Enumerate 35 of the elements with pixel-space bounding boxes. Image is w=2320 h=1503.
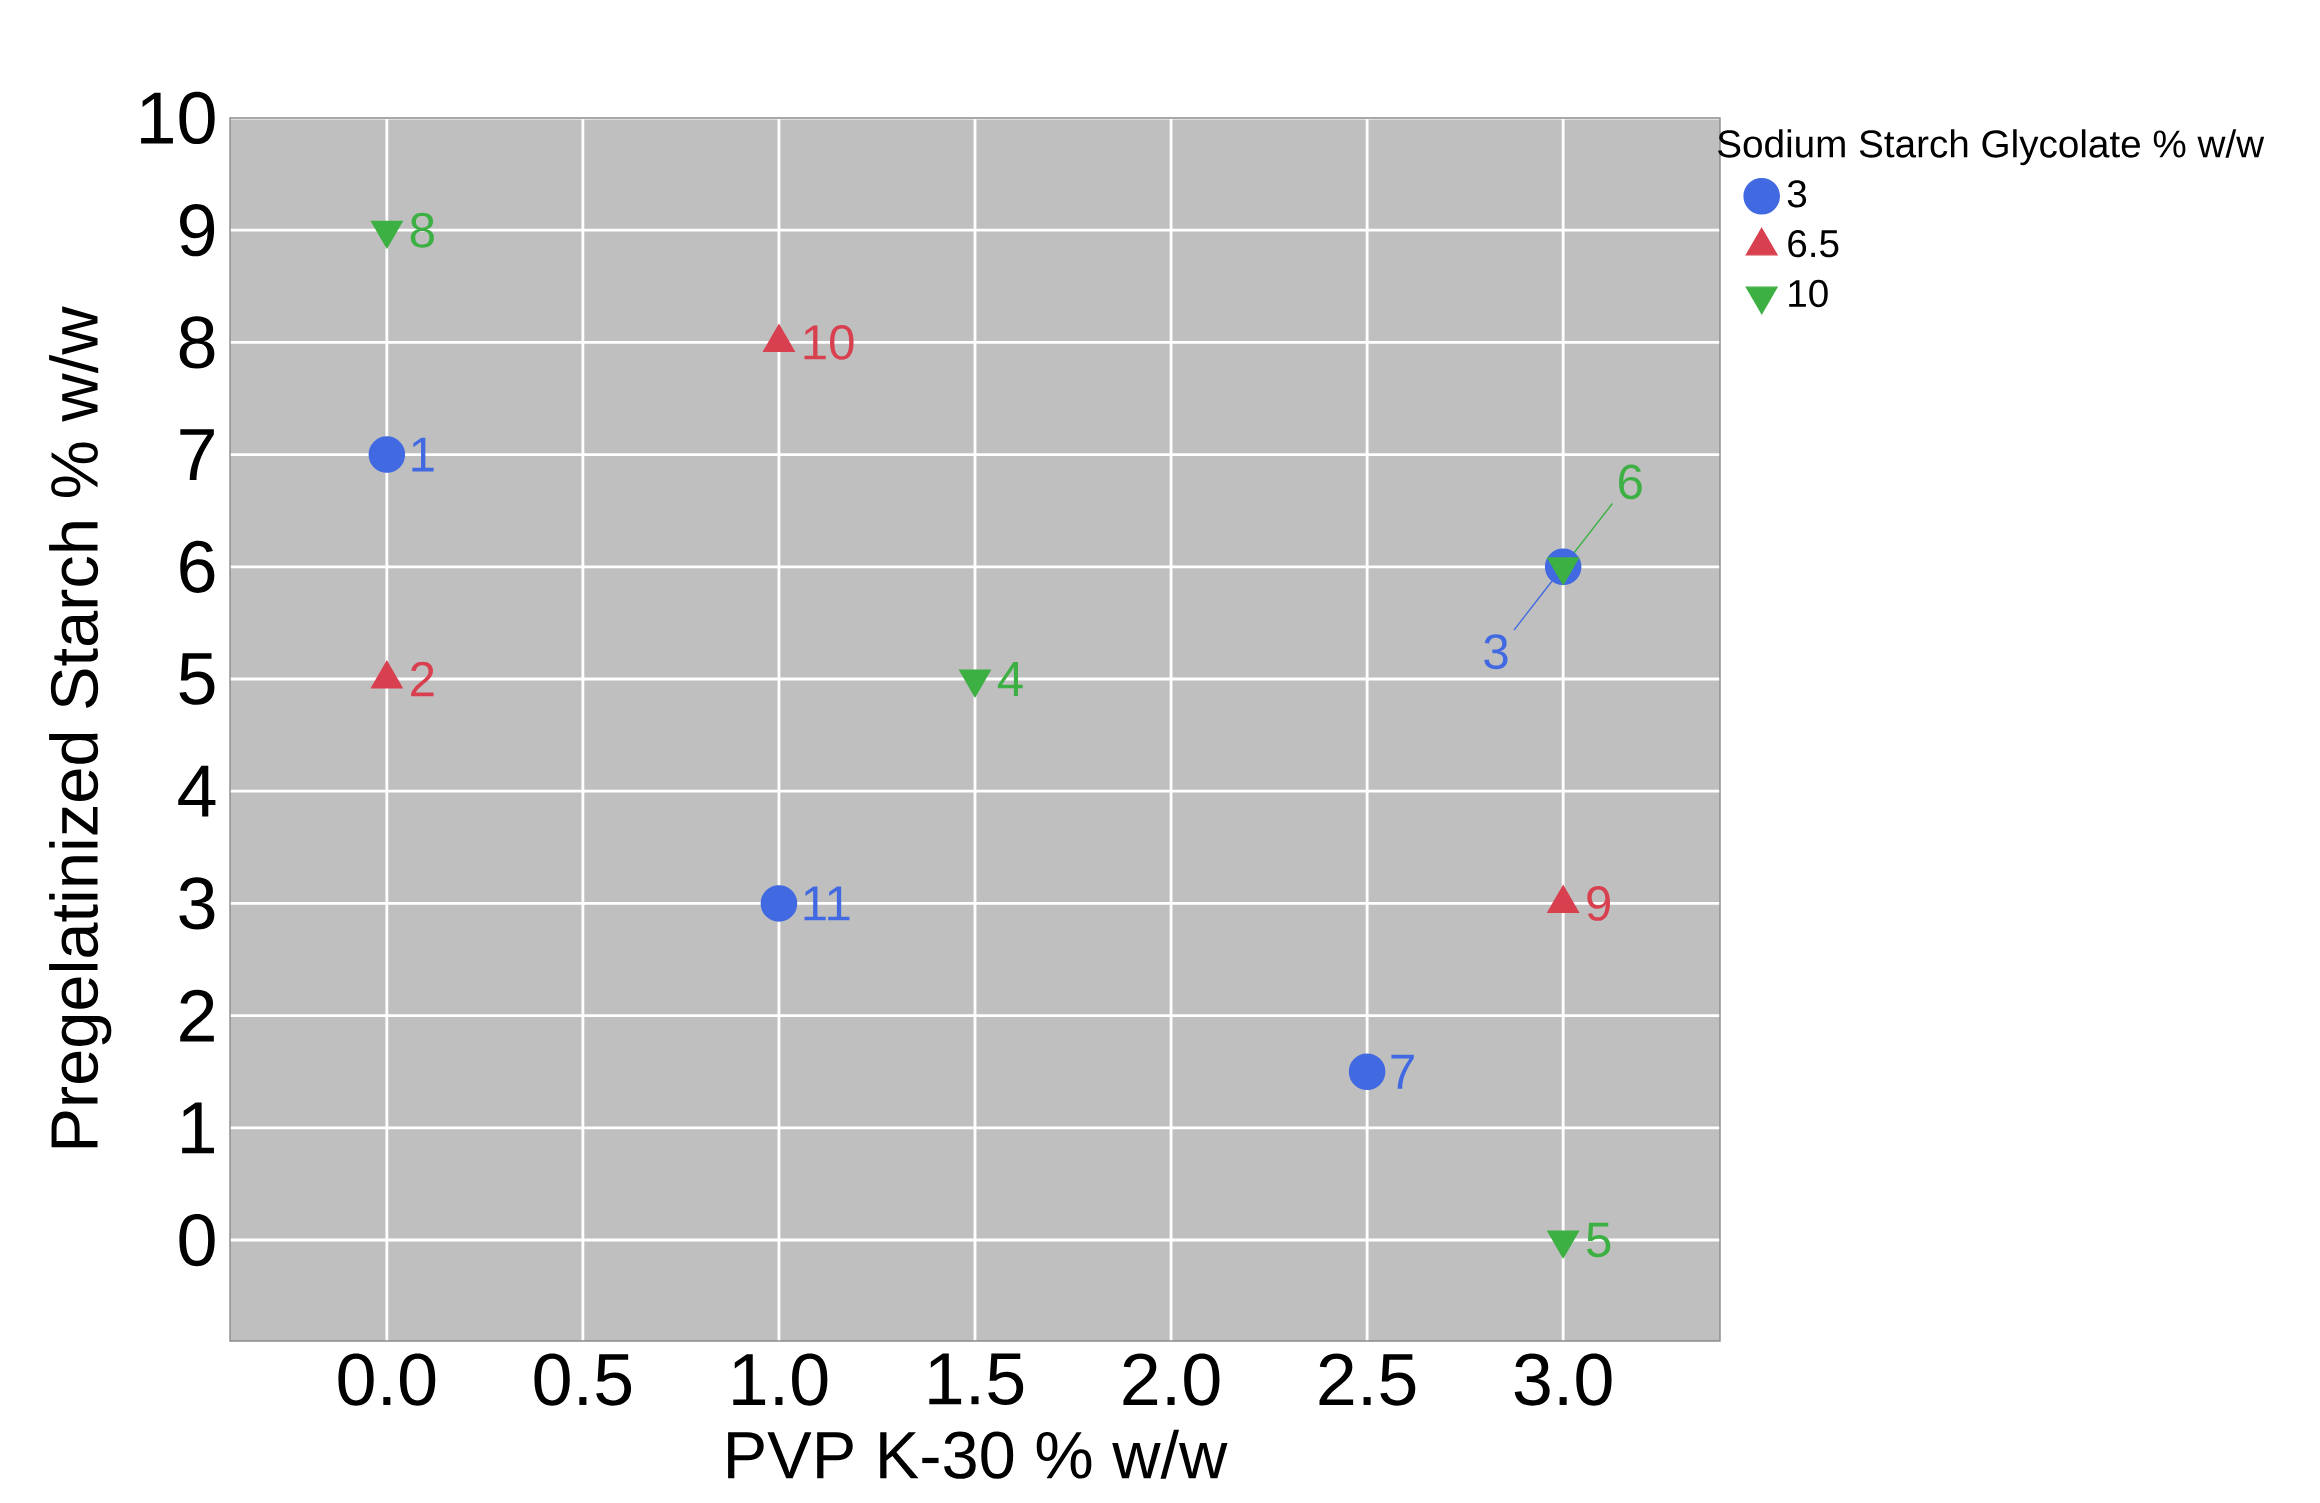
x-axis-title: PVP K-30 % w/w: [728, 1429, 1228, 1479]
legend-title: Sodium Starch Glycolate % w/w: [1718, 129, 2265, 166]
y-tick-label: 4: [178, 765, 216, 817]
annotation: 11: [804, 886, 850, 921]
x-tick-label: 1.0: [733, 1353, 828, 1406]
annotation: 3: [1484, 634, 1508, 670]
x-tick-label: 1.5: [929, 1353, 1024, 1405]
x-tick-label: 2.0: [1123, 1353, 1220, 1406]
y-tick-label: 10: [141, 91, 215, 145]
annotation: 4: [997, 662, 1023, 696]
annotation: 9: [1587, 885, 1610, 921]
y-tick-label: 9: [180, 204, 215, 257]
annotation: 8: [410, 212, 434, 248]
y-tick-label: 3: [179, 877, 215, 930]
legend-label: 10: [1789, 279, 1828, 308]
y-tick-label: 2: [180, 989, 214, 1042]
annotation: 10: [804, 324, 854, 360]
y-tick-label: 8: [179, 316, 215, 369]
x-tick-label: 0.5: [534, 1353, 632, 1406]
y-tick-label: 5: [179, 653, 215, 705]
y-axis-title: Pregelatinized Starch % w/w: [49, 306, 112, 1148]
annotation: 6: [1619, 464, 1642, 500]
annotation: 2: [411, 661, 434, 697]
x-tick-label: 2.5: [1319, 1353, 1416, 1406]
y-tick-label: 6: [180, 540, 215, 593]
x-tick-label: 0.0: [338, 1353, 436, 1406]
annotation: 5: [1586, 1222, 1611, 1258]
y-tick-label: 0: [179, 1213, 215, 1267]
legend-label: 3: [1787, 180, 1807, 208]
x-tick-label: 3.0: [1514, 1353, 1612, 1406]
legend-label: 6.5: [1788, 229, 1839, 258]
y-tick-label: 7: [180, 429, 214, 480]
annotation: 1: [412, 437, 434, 472]
annotation: 7: [1391, 1054, 1414, 1089]
y-tick-label: 1: [182, 1102, 214, 1154]
